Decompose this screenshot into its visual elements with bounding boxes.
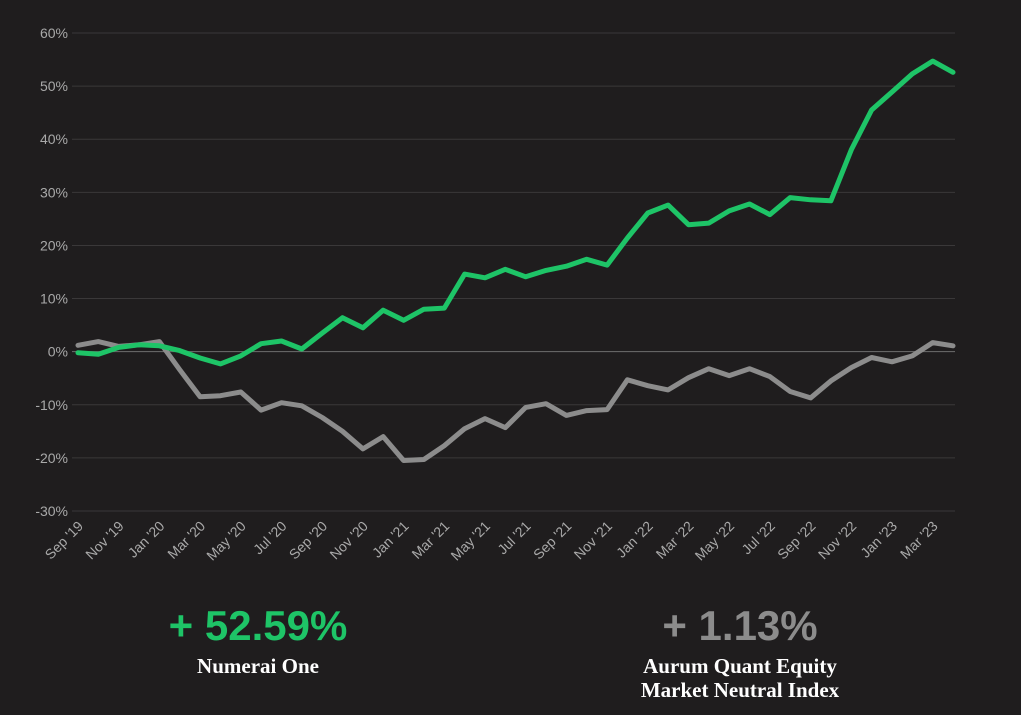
- y-tick-label: 60%: [40, 25, 68, 41]
- x-tick-label: Mar '21: [408, 518, 452, 562]
- x-tick-label: May '21: [447, 518, 493, 564]
- x-tick-label: Sep '22: [774, 518, 819, 563]
- x-tick-label: Jul '20: [250, 518, 290, 558]
- chart: -30%-20%-10%0%10%20%30%40%50%60%Sep '19N…: [35, 25, 956, 564]
- y-tick-label: 40%: [40, 131, 68, 147]
- x-tick-label: Jan '21: [369, 518, 412, 561]
- x-tick-label: Mar '22: [653, 518, 697, 562]
- x-tick-label: Nov '21: [571, 518, 616, 563]
- legend-label: Aurum Quant Equity Market Neutral Index: [640, 654, 840, 702]
- x-tick-label: May '20: [203, 518, 249, 564]
- y-tick-label: 50%: [40, 78, 68, 94]
- total-label: + 1.13%: [662, 602, 818, 649]
- x-tick-label: Jul '21: [494, 518, 534, 558]
- y-tick-label: -20%: [35, 450, 68, 466]
- series-summary: + 1.13% Aurum Quant Equity Market Neutral…: [610, 602, 870, 703]
- x-tick-label: Jan '20: [125, 518, 168, 561]
- x-tick-label: Jan '23: [857, 518, 900, 561]
- series-line: [75, 58, 956, 367]
- y-tick-label: 20%: [40, 237, 68, 253]
- x-tick-label: Jan '22: [613, 518, 656, 561]
- y-tick-label: -10%: [35, 397, 68, 413]
- x-tick-label: Sep '21: [530, 518, 575, 563]
- x-tick-label: Jul '22: [738, 518, 778, 558]
- x-tick-label: Mar '23: [897, 518, 941, 562]
- series-line: [75, 339, 956, 463]
- x-tick-label: Nov '22: [815, 518, 860, 563]
- x-tick-label: Nov '20: [326, 518, 371, 563]
- x-tick-label: Nov '19: [82, 518, 127, 563]
- y-tick-label: 10%: [40, 291, 68, 307]
- x-tick-label: Mar '20: [164, 518, 208, 562]
- legend-label: Numerai One: [197, 654, 319, 678]
- y-tick-label: 30%: [40, 184, 68, 200]
- series-summary: + 52.59% Numerai One: [128, 602, 388, 679]
- total-label: + 52.59%: [168, 602, 348, 649]
- y-tick-label: -30%: [35, 503, 68, 519]
- y-tick-label: 0%: [48, 344, 68, 360]
- x-tick-label: Sep '20: [286, 518, 331, 563]
- x-tick-label: Sep '19: [42, 518, 87, 563]
- x-tick-label: May '22: [692, 518, 738, 564]
